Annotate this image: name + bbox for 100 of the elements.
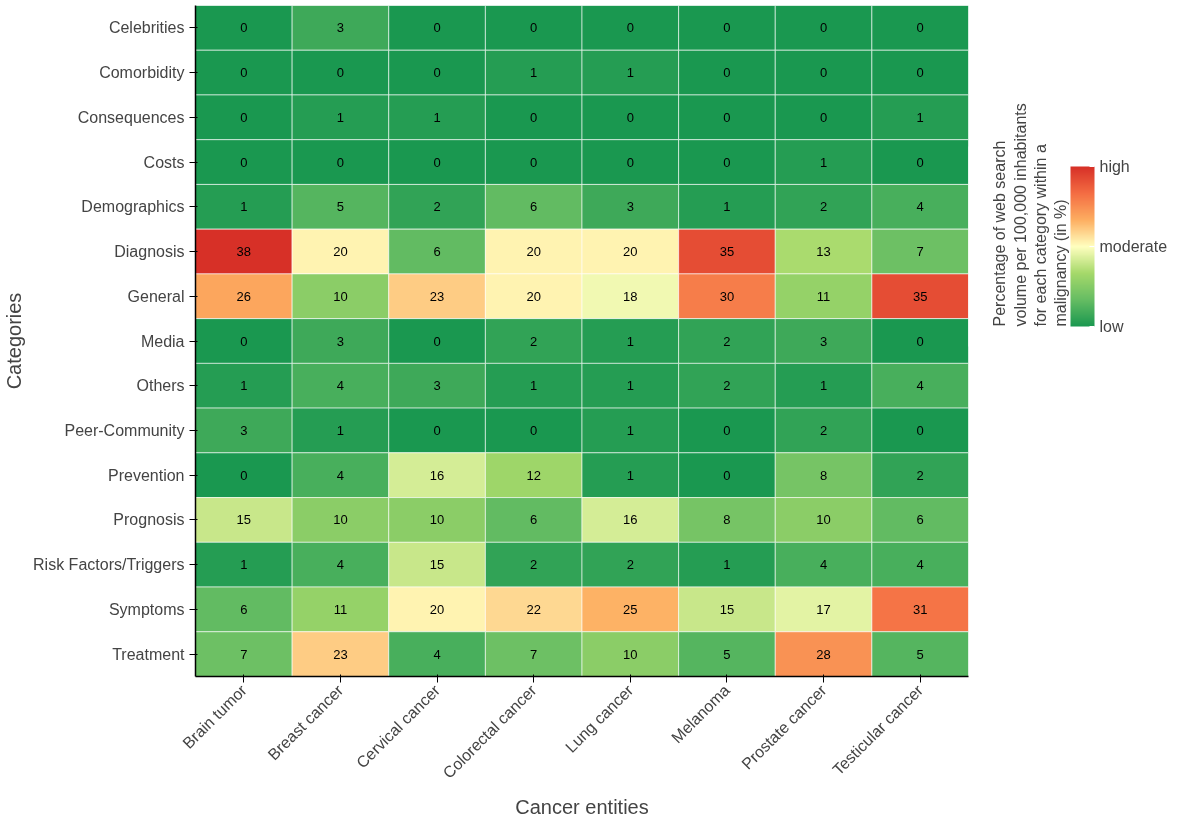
data-label: 0	[916, 20, 924, 36]
data-label: 5	[723, 646, 731, 662]
data-label: 0	[916, 154, 924, 170]
data-label: 0	[240, 333, 248, 349]
data-label: 1	[336, 422, 345, 438]
data-label: 0	[530, 109, 538, 125]
y-tick-label: Prognosis	[113, 511, 185, 529]
data-label: 15	[719, 601, 735, 617]
data-label: 4	[336, 557, 345, 573]
data-label: 1	[626, 65, 634, 81]
data-label: 4	[336, 378, 345, 394]
data-label: 11	[333, 601, 348, 617]
data-label: 1	[723, 199, 731, 215]
data-label: 3	[336, 20, 345, 36]
data-label: 0	[626, 109, 634, 125]
data-label: 1	[819, 378, 828, 394]
data-label: 2	[530, 557, 538, 573]
data-label: 0	[336, 65, 345, 81]
y-tick-label: General	[127, 287, 185, 305]
data-label: 20	[333, 244, 348, 260]
data-label: 3	[433, 378, 441, 394]
data-label: 5	[336, 199, 345, 215]
data-label: 1	[530, 65, 538, 81]
data-label: 0	[530, 20, 538, 36]
data-label: 1	[626, 422, 634, 438]
data-label: 2	[433, 199, 441, 215]
data-label: 10	[816, 512, 831, 528]
data-label: 4	[916, 378, 924, 394]
data-label: 3	[626, 199, 634, 215]
data-label: 10	[429, 512, 445, 528]
data-label: 4	[916, 557, 924, 573]
data-label: 17	[816, 601, 831, 617]
data-label: 0	[916, 65, 924, 81]
data-label: 35	[719, 244, 735, 260]
y-tick-label: Treatment	[112, 645, 186, 663]
data-label: 1	[626, 333, 634, 349]
data-label: 1	[626, 378, 634, 394]
data-label: 0	[916, 333, 924, 349]
y-tick-label: Media	[140, 332, 185, 350]
data-label: 1	[626, 467, 634, 483]
y-tick-label: Demographics	[81, 198, 185, 216]
data-label: 1	[723, 557, 731, 573]
data-label: 10	[333, 512, 348, 528]
data-label: 5	[916, 646, 924, 662]
data-label: 4	[433, 646, 441, 662]
data-label: 38	[236, 244, 252, 260]
data-label: 0	[433, 65, 441, 81]
y-tick-label: Comorbidity	[99, 64, 185, 82]
data-label: 31	[912, 601, 928, 617]
data-label: 10	[623, 646, 638, 662]
data-label: 11	[816, 288, 831, 304]
data-label: 2	[819, 422, 828, 438]
data-label: 0	[530, 422, 538, 438]
data-label: 25	[623, 601, 638, 617]
data-label: 23	[333, 646, 348, 662]
data-label: 0	[240, 109, 248, 125]
data-label: 4	[819, 557, 828, 573]
data-label: 6	[240, 601, 248, 617]
data-label: 7	[530, 646, 538, 662]
data-label: 0	[723, 154, 731, 170]
data-label: 13	[816, 244, 831, 260]
data-label: 0	[916, 422, 924, 438]
data-label: 0	[240, 467, 248, 483]
data-label: 2	[626, 557, 634, 573]
data-label: 16	[623, 512, 638, 528]
y-tick-label: Others	[136, 377, 185, 395]
data-label: 6	[530, 199, 538, 215]
y-tick-label: Prevention	[108, 466, 185, 484]
data-label: 1	[530, 378, 538, 394]
data-label: 0	[433, 422, 441, 438]
data-label: 0	[240, 154, 248, 170]
data-label: 4	[916, 199, 924, 215]
data-label: 20	[623, 244, 638, 260]
y-tick-label: Risk Factors/Triggers	[33, 556, 185, 574]
data-label: 35	[912, 288, 928, 304]
data-label: 26	[236, 288, 252, 304]
data-label: 20	[526, 244, 541, 260]
data-label: 0	[819, 20, 828, 36]
data-label: 4	[336, 467, 345, 483]
data-label: 2	[916, 467, 924, 483]
x-axis-title: Cancer entities	[515, 795, 649, 818]
data-label: 23	[429, 288, 445, 304]
data-label: 15	[236, 512, 252, 528]
data-label: 0	[723, 20, 731, 36]
data-label: 0	[433, 333, 441, 349]
y-tick-label: Celebrities	[108, 19, 185, 37]
data-label: 3	[336, 333, 345, 349]
data-label: 0	[336, 154, 345, 170]
data-label: 6	[433, 244, 441, 260]
data-label: 0	[723, 109, 731, 125]
data-label: 3	[240, 422, 248, 438]
y-tick-label: Diagnosis	[114, 243, 185, 261]
data-label: 0	[433, 154, 441, 170]
data-label: 20	[429, 601, 445, 617]
data-label: 2	[819, 199, 828, 215]
data-label: 2	[530, 333, 538, 349]
data-label: 28	[816, 646, 831, 662]
data-label: 1	[916, 109, 924, 125]
data-label: 0	[723, 422, 731, 438]
data-label: 30	[719, 288, 735, 304]
